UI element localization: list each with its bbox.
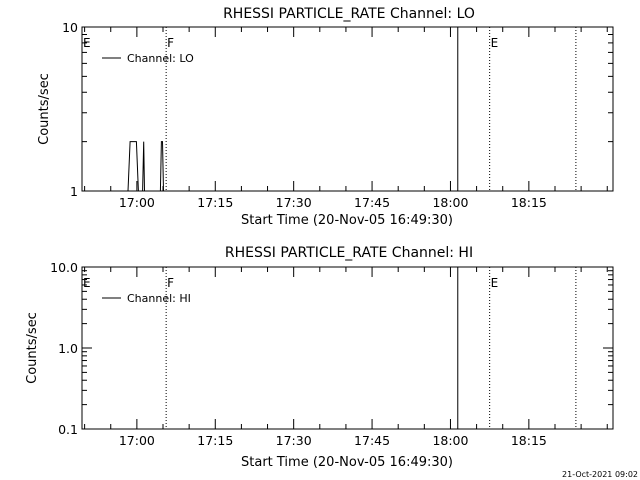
chart-title-hi: RHESSI PARTICLE_RATE Channel: HI: [225, 245, 473, 261]
series-line: [127, 141, 165, 192]
x-tick-label: 18:00: [432, 433, 468, 448]
event-marker-label: E: [83, 36, 91, 50]
event-marker-label: E: [83, 276, 91, 290]
event-marker-label: F: [167, 36, 174, 50]
x-tick-label: 18:00: [432, 195, 468, 210]
x-tick-label: 18:15: [511, 433, 547, 448]
x-axis-lo: 17:00 17:15 17:30 17:45 18:00 18:15: [84, 27, 608, 210]
x-tick-label: 17:00: [119, 195, 155, 210]
x-tick-label: 17:15: [197, 433, 233, 448]
y-tick-label: 1.0: [58, 341, 78, 356]
event-marker-label: E: [491, 36, 499, 50]
legend-lo: Channel: LO: [102, 52, 194, 65]
chart-title-lo: RHESSI PARTICLE_RATE Channel: LO: [223, 6, 475, 22]
event-marker-label: E: [491, 276, 499, 290]
panel-lo: RHESSI PARTICLE_RATE Channel: LO 1 10 17:…: [37, 6, 614, 228]
x-tick-label: 17:15: [197, 195, 233, 210]
y-tick-label: 10.0: [50, 260, 78, 275]
panel-hi: RHESSI PARTICLE_RATE Channel: HI 0.1 1.0 1…: [25, 245, 614, 470]
y-tick-label: 1: [70, 184, 78, 199]
y-axis-hi: 0.1 1.0 10.0: [50, 260, 613, 437]
y-axis-lo: 1 10: [62, 20, 613, 199]
event-marker-label: F: [167, 276, 174, 290]
x-tick-label: 17:00: [119, 433, 155, 448]
y-tick-label: 0.1: [58, 422, 78, 437]
y-axis-label-lo: Counts/sec: [37, 73, 52, 145]
x-axis-hi: 17:00 17:15 17:30 17:45 18:00 18:15: [84, 267, 608, 448]
x-axis-label-lo: Start Time (20-Nov-05 16:49:30): [241, 213, 453, 228]
x-tick-label: 17:45: [354, 195, 390, 210]
series-lo: [127, 141, 165, 192]
x-tick-label: 18:15: [511, 195, 547, 210]
x-tick-label: 17:30: [276, 433, 312, 448]
y-axis-label-hi: Counts/sec: [25, 312, 40, 384]
x-axis-label-hi: Start Time (20-Nov-05 16:49:30): [241, 455, 453, 470]
legend-label-hi: Channel: HI: [127, 292, 191, 305]
legend-hi: Channel: HI: [102, 292, 191, 305]
plot-frame-lo: [81, 26, 614, 192]
x-tick-label: 17:45: [354, 433, 390, 448]
y-tick-label: 10: [62, 20, 78, 35]
legend-label-lo: Channel: LO: [127, 52, 194, 65]
x-tick-label: 17:30: [276, 195, 312, 210]
footer-timestamp: 21-Oct-2021 09:02: [562, 470, 638, 479]
